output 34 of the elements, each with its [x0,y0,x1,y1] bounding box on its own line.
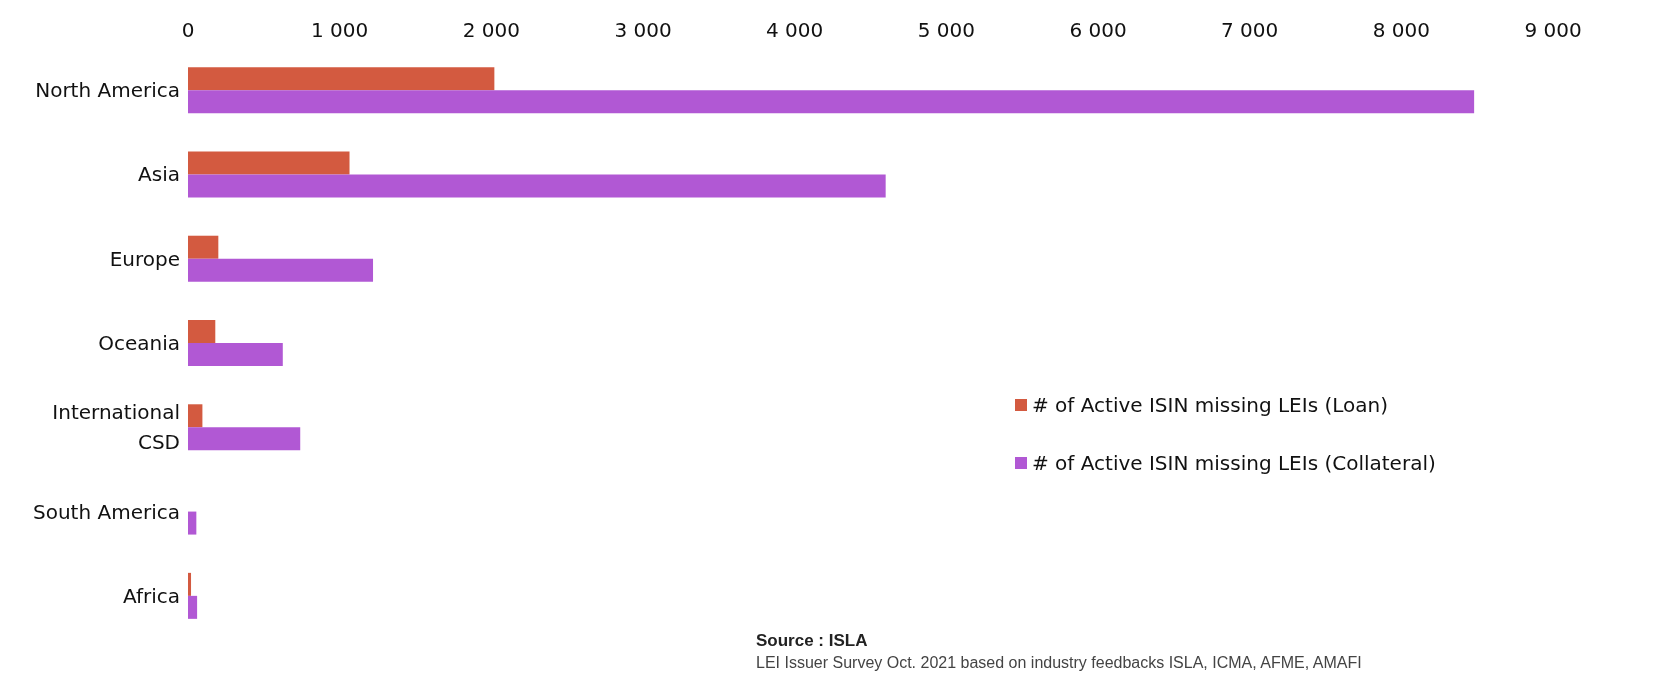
x-tick-label: 2 000 [462,18,520,42]
bar [188,427,301,451]
y-tick-label: Europe [109,246,180,271]
y-tick-label: Africa [122,583,180,608]
x-tick-label: 4 000 [766,18,824,42]
bar [188,404,203,428]
bar [188,90,1475,114]
x-tick-label: 3 000 [614,18,672,42]
bar [188,343,283,366]
bar [188,320,216,343]
y-tick-label: Asia [138,162,180,187]
x-tick-label: 7 000 [1221,18,1279,42]
bar [188,572,192,596]
legend-label: # of Active ISIN missing LEIs (Loan) [1032,393,1388,417]
y-tick-label: International CSD [52,400,180,455]
y-tick-label: Oceania [98,331,180,355]
y-tick-label: South America [33,499,180,524]
x-tick-label: 8 000 [1372,18,1430,42]
y-tick-label: North America [35,78,180,103]
bar [188,258,374,282]
x-tick-label: 6 000 [1069,18,1127,42]
text: LEI Issuer Survey Oct. 2021 based on industry feedbacks ISLA, ICMA, AFME, AMAFI [756,653,1362,671]
legend-label: # of Active ISIN missing LEIs (Collateral) [1032,451,1436,475]
bar [188,151,350,175]
bar [188,511,197,535]
x-tick-label: 0 [181,18,195,42]
bar [188,595,198,619]
x-tick-label: 9 000 [1524,18,1582,42]
x-tick-label: 1 000 [311,18,369,42]
bar [188,174,886,198]
bar [188,235,219,259]
x-tick-label: 5 000 [917,18,975,42]
annotation: Source : ISLA [756,631,868,650]
bar [188,67,495,91]
